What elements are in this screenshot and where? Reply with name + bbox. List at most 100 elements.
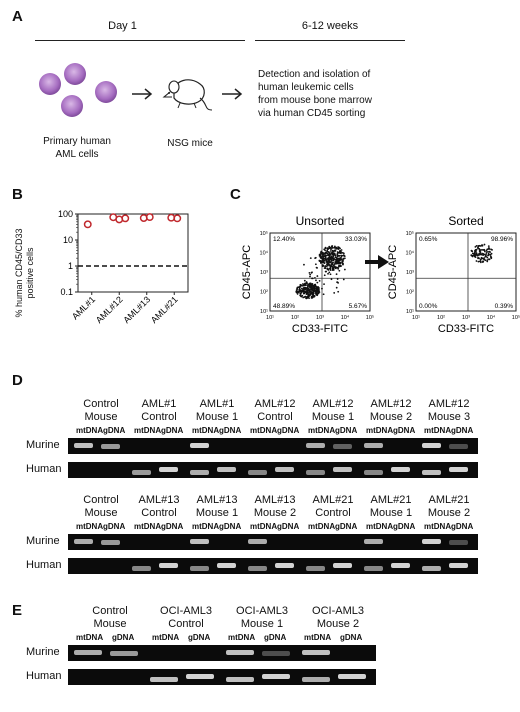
gel-d-bottom-band: [248, 566, 267, 571]
gel-d-top-band: [422, 443, 441, 448]
gel-d-bottom-group-label: AML#21 Control: [298, 494, 368, 520]
gel-d-bottom-band: [132, 566, 151, 571]
flow-event-dot: [335, 286, 338, 289]
gel-d-bottom-group-label-line: AML#21: [370, 494, 412, 506]
gel-d-bottom-band: [422, 566, 441, 571]
flow-event-dot: [340, 258, 343, 261]
flow-event-dot: [340, 254, 343, 257]
gel-d-bottom-lane-label: gDNA: [219, 522, 242, 531]
flow-event-dot: [326, 260, 329, 263]
flow-event-dot: [330, 248, 332, 251]
flow-event-dot: [336, 266, 339, 269]
flow-event-dot: [308, 271, 311, 274]
flow-event-dot: [327, 272, 329, 275]
flow-event-dot: [338, 264, 340, 267]
gel-e-band: [226, 650, 254, 655]
flow-event-dot: [335, 260, 337, 263]
flow-event-dot: [329, 257, 332, 260]
flow-event-dot: [475, 260, 478, 262]
chart-b-point: [83, 220, 92, 229]
flow-quadrant-ul: 0.65%: [419, 236, 438, 243]
flow-event-dot: [314, 285, 317, 288]
flow-event-dot: [337, 259, 340, 262]
gel-d-top-band: [422, 470, 441, 475]
flow-event-dot: [488, 258, 491, 261]
gel-d-bottom-band: [275, 563, 294, 568]
gel-d-top-group-label-line: Control: [83, 398, 119, 410]
flow-quadrant-lr: 0.39%: [495, 303, 514, 310]
gel-d-top-lane-label: mtDNA: [76, 426, 104, 435]
right-arrow-icon: [222, 88, 243, 100]
weeks-timeline-line: [255, 40, 405, 41]
flow-xtick-label: 10⁴: [487, 314, 496, 321]
flow-event-dot: [484, 254, 487, 257]
gel-d-top-band: [74, 443, 93, 448]
gel-e-band: [262, 674, 290, 679]
flow-event-dot: [335, 258, 338, 261]
flow-event-dot: [308, 288, 311, 291]
flow-event-dot: [343, 257, 346, 260]
flow-event-dot: [478, 253, 481, 256]
gel-d-top-gel-human: [68, 462, 478, 478]
flow-event-dot: [486, 259, 489, 261]
gel-d-bottom-band: [333, 563, 352, 568]
gel-d-top-group-label-line: Mouse 1: [195, 411, 239, 423]
flow-event-dot: [311, 277, 314, 280]
flow-xtick-label: 10³: [462, 315, 470, 321]
gel-d-bottom-lane-label: gDNA: [103, 522, 126, 531]
flow-event-dot: [334, 250, 337, 252]
flow-event-dot: [323, 283, 325, 286]
flow-event-dot: [321, 255, 324, 258]
chart-b-xtick-label: AML#21: [149, 294, 180, 325]
gel-d-bottom-group-label-line: AML#13: [196, 494, 238, 506]
flow-event-dot: [311, 285, 314, 287]
flow-event-dot: [479, 261, 482, 264]
gel-d-top-band: [364, 470, 383, 475]
flow-event-dot: [474, 256, 477, 259]
gel-e-band: [338, 674, 366, 679]
gel-d-bottom-band: [306, 566, 325, 571]
gel-d-top-band: [248, 470, 267, 475]
flow-event-dot: [488, 250, 491, 253]
gel-d-bottom-band: [217, 563, 236, 568]
flow-event-dot: [328, 271, 331, 274]
flow-xlabel: CD33-FITC: [438, 323, 494, 335]
flow-event-dot: [330, 245, 333, 248]
gel-e-group-label-line: OCI-AML3: [236, 605, 288, 617]
flow-xtick-label: 10⁵: [366, 314, 374, 321]
chart-b-xtick-label: AML#13: [121, 294, 152, 325]
flow-event-dot: [334, 262, 337, 265]
flow-quadrant-ll: 48.89%: [273, 303, 295, 310]
gel-e-group-label: OCI-AML3 Mouse 1: [227, 605, 297, 631]
chart-b-ylabel-line1: % human CD45/CD33: [14, 228, 24, 318]
flow-event-dot: [479, 253, 482, 256]
flow-event-dot: [296, 293, 299, 295]
flow-ylabel: CD45-APC: [387, 245, 399, 299]
gel-d-bottom-lane-label: gDNA: [393, 522, 416, 531]
flow-ytick-label: 10⁵: [260, 230, 268, 237]
flow-event-dot: [312, 291, 314, 293]
gel-e-band: [302, 677, 330, 682]
gel-d-top-band: [449, 444, 468, 449]
gel-d-top-group-label: AML#1 Mouse 1: [182, 398, 252, 424]
flow-event-dot: [338, 250, 341, 253]
gel-e-lane-label: gDNA: [264, 633, 287, 642]
flow-event-dot: [489, 255, 492, 258]
flow-event-dot: [341, 260, 344, 263]
flow-event-dot: [330, 260, 333, 262]
flow-event-dot: [329, 253, 332, 256]
gel-d-top-lane-label: gDNA: [103, 426, 126, 435]
flow-event-dot: [314, 263, 317, 266]
gel-d-bottom-band: [190, 539, 209, 544]
weeks-label: 6-12 weeks: [301, 20, 359, 32]
gel-d-bottom-group-label-line: Mouse: [84, 507, 118, 519]
gel-e-band: [226, 677, 254, 682]
flow-event-dot: [334, 266, 336, 269]
flow-event-dot: [298, 289, 301, 292]
flow-ytick-label: 10¹: [406, 309, 414, 315]
flow-event-dot: [334, 254, 337, 257]
gel-d-bottom-lane-label: mtDNA: [308, 522, 336, 531]
flow-event-dot: [484, 255, 487, 258]
gel-d-bottom-band: [449, 540, 468, 545]
gel-d-bottom-band: [159, 563, 178, 568]
